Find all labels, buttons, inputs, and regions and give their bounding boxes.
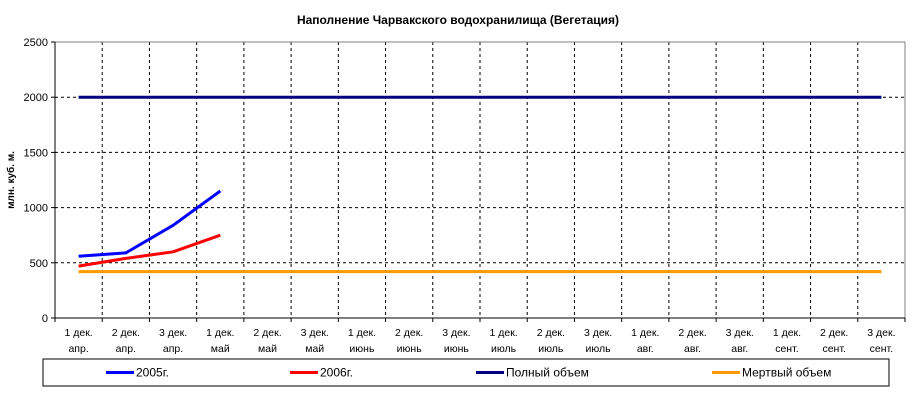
y-axis-label: млн. куб. м. [5,151,17,209]
x-tick-label: апр. [116,343,136,355]
legend-label: Мертвый объем [742,366,831,380]
x-tick-label: 3 дек. [442,327,470,339]
series-line-0 [78,189,222,258]
x-tick-label: 1 дек. [489,327,517,339]
x-tick-label: 1 дек. [348,327,376,339]
x-tick-label: май [211,343,230,355]
grid [55,41,905,318]
x-tick-label: апр. [163,343,183,355]
legend-label: Полный объем [506,366,589,380]
x-tick-label: май [305,343,324,355]
y-tick-label: 500 [30,258,48,270]
x-axis-ticks: 1 дек. апр. 2 дек. апр. 3 дек. апр. 1 дек. май 2… [54,318,906,355]
x-tick-label: 3 дек. [584,327,612,339]
x-tick-label: 2 дек. [820,327,848,339]
y-tick-label: 2000 [24,92,48,104]
x-tick-label: июнь [444,343,470,355]
y-tick-label: 1500 [24,147,48,159]
x-tick-label: сент. [822,343,845,355]
legend: 2005г. 2006г. Полный объем Мертвый объем [42,358,890,387]
x-tick-label: 1 дек. [64,327,92,339]
x-tick-label: июль [491,343,517,355]
x-tick-label: июнь [349,343,375,355]
series-line-1 [78,233,221,268]
x-tick-label: июнь [397,343,423,355]
x-tick-label: 3 дек. [867,327,895,339]
x-tick-label: 3 дек. [301,327,329,339]
x-tick-label: 1 дек. [631,327,659,339]
x-tick-label: 2 дек. [537,327,565,339]
x-tick-label: сент. [870,343,893,355]
x-tick-label: 2 дек. [678,327,706,339]
chart-title: Наполнение Чарвакского водохранилища (Ве… [297,13,619,27]
x-tick-label: июль [586,343,612,355]
x-tick-label: 2 дек. [112,327,140,339]
x-tick-label: 3 дек. [159,327,187,339]
x-tick-label: апр. [68,343,88,355]
x-tick-label: 2 дек. [253,327,281,339]
y-tick-label: 2500 [24,37,48,49]
x-tick-label: май [258,343,277,355]
x-tick-label: 3 дек. [726,327,754,339]
legend-label: 2005г. [136,366,169,380]
x-tick-label: авг. [684,343,701,355]
x-tick-label: 1 дек. [773,327,801,339]
x-tick-label: авг. [731,343,748,355]
y-axis-ticks: 0 500 1000 1500 2000 2500 [24,37,55,325]
y-tick-label: 1000 [24,203,48,215]
x-tick-label: 1 дек. [206,327,234,339]
x-tick-label: сент. [775,343,798,355]
y-tick-label: 0 [42,313,48,325]
x-tick-label: 2 дек. [395,327,423,339]
x-tick-label: авг. [637,343,654,355]
series [78,95,882,274]
legend-label: 2006г. [320,366,353,380]
legend-box [42,358,890,387]
x-tick-label: июль [538,343,564,355]
